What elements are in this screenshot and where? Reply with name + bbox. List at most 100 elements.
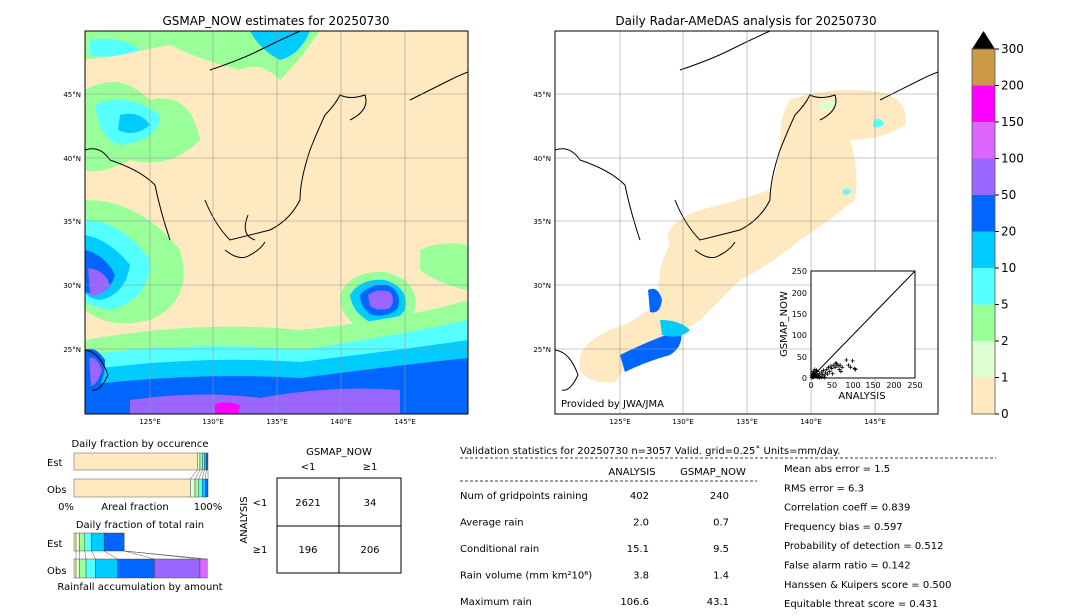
occ-xtick-100: 100%	[194, 502, 223, 513]
stacked-bar-segment	[84, 532, 92, 552]
stacked-bar-segment	[73, 532, 77, 552]
colorbar-segment	[972, 85, 995, 122]
stats-row-gsmap: 1.4	[713, 571, 729, 582]
data-credit: Provided by JWA/JMA	[561, 399, 664, 410]
colorbar-extend-arrow	[972, 31, 995, 49]
svg-text:100: 100	[792, 331, 807, 340]
colorbar-segment	[972, 122, 995, 159]
stats-score: Probability of detection = 0.512	[784, 541, 943, 552]
stats-score: Mean abs error = 1.5	[784, 464, 890, 475]
rain-est-label: Est	[47, 539, 63, 550]
svg-text:100: 100	[845, 381, 860, 390]
stats-row-label: Maximum rain	[460, 597, 532, 608]
table-row-label: ≥1	[253, 545, 268, 556]
colorbar-segment	[972, 268, 995, 305]
colorbar-segment	[972, 304, 995, 341]
colorbar-tick-label: 150	[1001, 115, 1024, 129]
rain-xlabel: Rainfall accumulation by amount	[57, 582, 222, 593]
stacked-bar-segment	[206, 452, 209, 471]
scatter-point	[823, 370, 828, 375]
table-col-label: ≥1	[363, 462, 378, 473]
occ-xtick-0: 0%	[58, 502, 74, 513]
scatter-point	[834, 361, 839, 366]
right-map-rain-field	[579, 89, 906, 383]
stats-col-gsmap: GSMAP_NOW	[680, 467, 746, 478]
stats-score: Correlation coeff = 0.839	[784, 503, 910, 514]
validation-stats: Validation statistics for 20250730 n=305…	[460, 445, 996, 610]
colorbar-tick-label: 100	[1001, 152, 1024, 166]
stacked-bar-segment	[75, 558, 80, 579]
colorbar-tick-label: 10	[1001, 261, 1016, 275]
colorbar-segment	[972, 231, 995, 268]
occurrence-title: Daily fraction by occurence	[71, 439, 208, 450]
bin-connector	[91, 550, 96, 560]
stats-col-analysis: ANALYSIS	[608, 467, 655, 478]
scatter-point	[817, 375, 822, 380]
stacked-bar-segment	[73, 558, 77, 579]
svg-text:135°E: 135°E	[736, 418, 757, 426]
stacked-bar-segment	[73, 452, 198, 471]
scatter-point	[850, 358, 855, 363]
right-map-frame	[554, 30, 939, 415]
scatter-point	[844, 358, 849, 363]
stats-row-analysis: 15.1	[627, 544, 649, 555]
bin-connector	[205, 469, 207, 480]
svg-text:50: 50	[797, 353, 807, 362]
svg-text:125°E: 125°E	[139, 418, 160, 426]
colorbar-segment	[972, 341, 995, 378]
scatter-point	[819, 370, 824, 375]
svg-text:135°E: 135°E	[266, 418, 287, 426]
total-rain-fraction-chart: Daily fraction of total rain Est Obs Rai…	[47, 520, 223, 593]
bin-connector	[104, 550, 118, 560]
scatter-point	[833, 361, 838, 366]
stats-score: Frequency bias = 0.597	[784, 522, 903, 533]
stacked-bar-segment	[197, 452, 201, 471]
colorbar-tick-label: 0	[1001, 407, 1009, 421]
table-row-label: <1	[253, 498, 268, 509]
scatter-point	[826, 365, 831, 370]
left-map-title: GSMAP_NOW estimates for 20250730	[162, 14, 389, 28]
scatter-point	[836, 364, 841, 369]
left-map-lon-ticks: 125°E 130°E 135°E 140°E 145°E	[139, 418, 415, 426]
svg-text:50: 50	[827, 381, 837, 390]
scatter-point	[809, 373, 814, 378]
table-row-title: ANALYSIS	[239, 496, 250, 543]
scatter-x-ticks: 0 50 100 150 200 250	[808, 381, 922, 390]
scatter-point	[817, 371, 822, 376]
stats-row-gsmap: 43.1	[707, 597, 729, 608]
stacked-bar-segment	[79, 532, 85, 552]
left-map-lat-ticks: 45°N 40°N 35°N 30°N 25°N	[63, 91, 81, 354]
bin-connector	[124, 550, 155, 560]
stacked-bar-segment	[103, 532, 125, 552]
stacked-bar-segment	[202, 478, 206, 498]
stats-score: Equitable threat score = 0.431	[784, 599, 938, 610]
bin-connector	[124, 550, 208, 560]
scatter-point	[827, 369, 832, 374]
svg-text:130°E: 130°E	[202, 418, 223, 426]
colorbar-segment	[972, 377, 995, 414]
table-cell: 206	[360, 545, 379, 556]
svg-text:200: 200	[792, 289, 807, 298]
svg-text:125°E: 125°E	[609, 418, 630, 426]
table-col-label: <1	[301, 462, 316, 473]
contingency-table: GSMAP_NOW <1 ≥1 ANALYSIS <1 ≥1 2621 34 1…	[239, 447, 402, 574]
table-cell: 34	[364, 498, 377, 509]
svg-text:40°N: 40°N	[533, 155, 551, 163]
stacked-bar-segment	[79, 558, 87, 579]
svg-text:140°E: 140°E	[330, 418, 351, 426]
svg-text:250: 250	[792, 267, 807, 276]
left-map-coastlines	[85, 31, 468, 391]
table-col-title: GSMAP_NOW	[306, 447, 372, 458]
scatter-point	[822, 375, 827, 380]
bin-connector	[198, 469, 203, 480]
scatter-point	[838, 363, 843, 368]
stacked-bar-segment	[205, 478, 209, 498]
colorbar-tick-label: 200	[1001, 79, 1024, 93]
stacked-bar-segment	[75, 532, 80, 552]
stats-row-gsmap: 0.7	[713, 518, 729, 529]
colorbar: 0 1 2 5 10 20 50 100 150 200 300	[971, 31, 1024, 421]
scatter-point	[846, 363, 851, 368]
colorbar-tick-label: 50	[1001, 188, 1016, 202]
svg-text:35°N: 35°N	[533, 218, 551, 226]
svg-text:130°E: 130°E	[672, 418, 693, 426]
